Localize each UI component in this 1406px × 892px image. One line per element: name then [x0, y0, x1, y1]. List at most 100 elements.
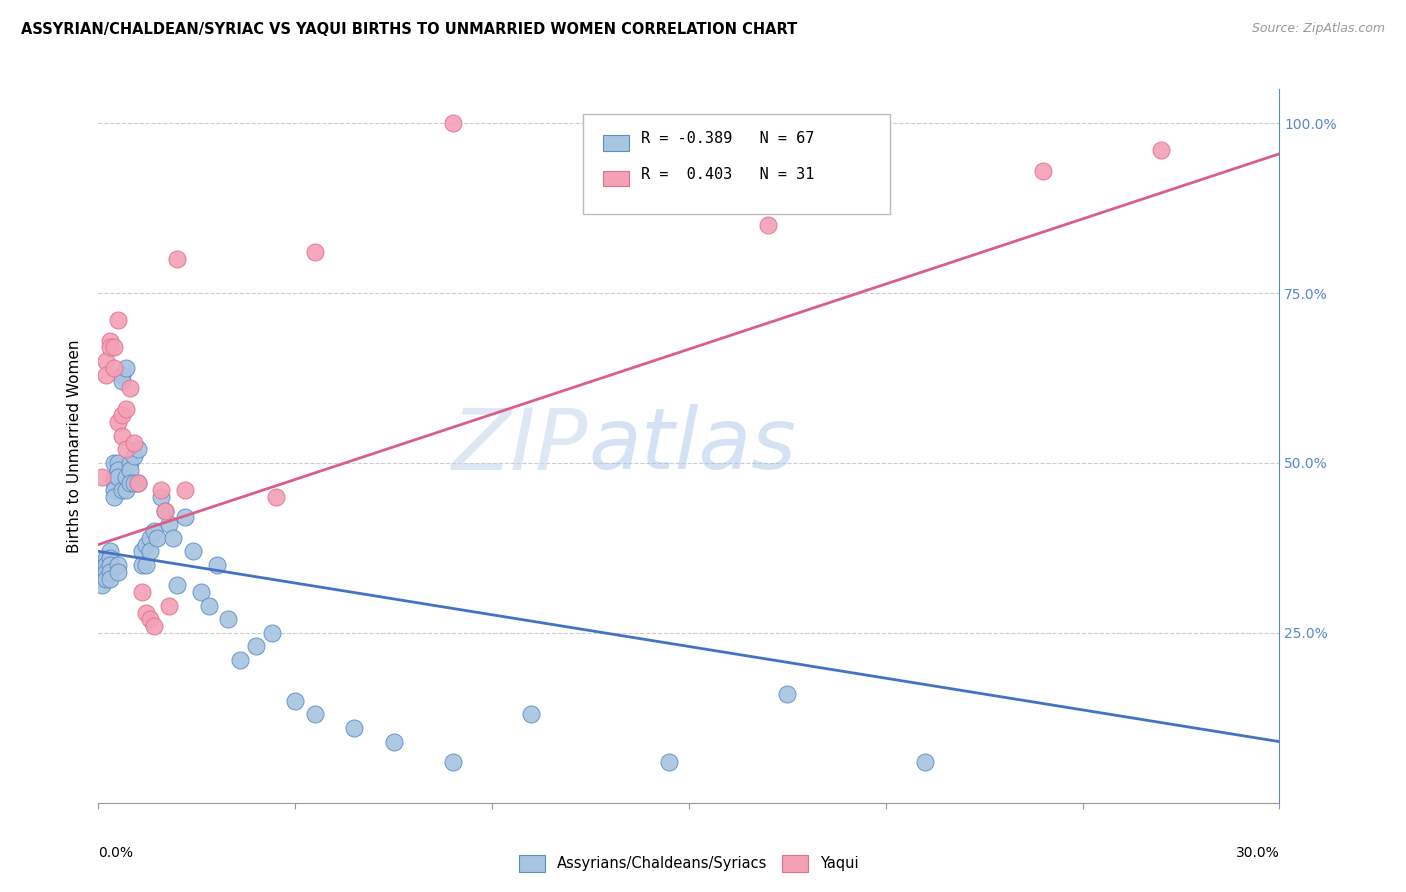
- Point: [304, 245, 326, 260]
- Point: [150, 490, 173, 504]
- Point: [343, 721, 366, 735]
- Text: atlas: atlas: [589, 404, 797, 488]
- Point: [127, 476, 149, 491]
- Point: [111, 483, 134, 498]
- Point: [756, 218, 779, 232]
- Point: [135, 537, 157, 551]
- Point: [96, 565, 118, 579]
- Point: [98, 558, 121, 572]
- Point: [96, 551, 118, 566]
- Point: [131, 544, 153, 558]
- Y-axis label: Births to Unmarried Women: Births to Unmarried Women: [67, 339, 83, 553]
- Text: ZIP: ZIP: [453, 404, 589, 488]
- Point: [96, 368, 118, 382]
- Point: [1150, 144, 1173, 158]
- Point: [118, 381, 141, 395]
- FancyBboxPatch shape: [582, 114, 890, 214]
- Point: [103, 476, 125, 491]
- Point: [122, 435, 145, 450]
- Point: [260, 626, 283, 640]
- Point: [98, 572, 121, 586]
- Point: [155, 503, 177, 517]
- Point: [264, 490, 287, 504]
- Text: R =  0.403   N = 31: R = 0.403 N = 31: [641, 167, 814, 182]
- Point: [162, 531, 184, 545]
- Point: [107, 558, 129, 572]
- Text: Source: ZipAtlas.com: Source: ZipAtlas.com: [1251, 22, 1385, 36]
- Point: [91, 572, 114, 586]
- Point: [166, 578, 188, 592]
- Point: [142, 619, 165, 633]
- Point: [103, 483, 125, 498]
- Point: [96, 572, 118, 586]
- Point: [103, 456, 125, 470]
- Point: [111, 375, 134, 389]
- Point: [157, 599, 180, 613]
- Point: [1032, 163, 1054, 178]
- Point: [103, 360, 125, 375]
- Point: [103, 490, 125, 504]
- Point: [174, 510, 197, 524]
- Point: [174, 483, 197, 498]
- Point: [122, 449, 145, 463]
- Point: [181, 544, 204, 558]
- Point: [103, 469, 125, 483]
- Point: [98, 565, 121, 579]
- Point: [98, 334, 121, 348]
- Point: [115, 469, 138, 483]
- Point: [205, 558, 228, 572]
- Point: [217, 612, 239, 626]
- Point: [229, 653, 252, 667]
- Point: [98, 551, 121, 566]
- Point: [118, 463, 141, 477]
- Point: [122, 476, 145, 491]
- Text: R = -0.389   N = 67: R = -0.389 N = 67: [641, 131, 814, 146]
- Point: [98, 341, 121, 355]
- Point: [131, 558, 153, 572]
- Point: [115, 442, 138, 457]
- Point: [776, 687, 799, 701]
- Point: [107, 463, 129, 477]
- Point: [382, 734, 405, 748]
- Point: [91, 558, 114, 572]
- Point: [107, 415, 129, 429]
- Point: [111, 409, 134, 423]
- Text: 0.0%: 0.0%: [98, 846, 134, 860]
- Point: [135, 558, 157, 572]
- Point: [98, 544, 121, 558]
- Text: 30.0%: 30.0%: [1236, 846, 1279, 860]
- Point: [127, 476, 149, 491]
- Point: [146, 531, 169, 545]
- Point: [118, 456, 141, 470]
- Point: [115, 483, 138, 498]
- Point: [138, 612, 160, 626]
- Point: [96, 354, 118, 368]
- Point: [107, 313, 129, 327]
- Point: [138, 531, 160, 545]
- Point: [118, 476, 141, 491]
- Point: [91, 469, 114, 483]
- Point: [107, 456, 129, 470]
- Point: [127, 442, 149, 457]
- Point: [150, 483, 173, 498]
- Point: [284, 694, 307, 708]
- Point: [91, 578, 114, 592]
- Point: [304, 707, 326, 722]
- Point: [96, 558, 118, 572]
- Point: [914, 755, 936, 769]
- Point: [115, 360, 138, 375]
- Point: [111, 429, 134, 443]
- Point: [658, 755, 681, 769]
- Point: [103, 341, 125, 355]
- FancyBboxPatch shape: [603, 170, 628, 186]
- Point: [155, 503, 177, 517]
- Point: [111, 368, 134, 382]
- Point: [520, 707, 543, 722]
- Legend: Assyrians/Chaldeans/Syriacs, Yaqui: Assyrians/Chaldeans/Syriacs, Yaqui: [513, 849, 865, 878]
- Point: [166, 252, 188, 266]
- Point: [138, 544, 160, 558]
- Point: [115, 401, 138, 416]
- Point: [197, 599, 219, 613]
- Point: [131, 585, 153, 599]
- Point: [157, 517, 180, 532]
